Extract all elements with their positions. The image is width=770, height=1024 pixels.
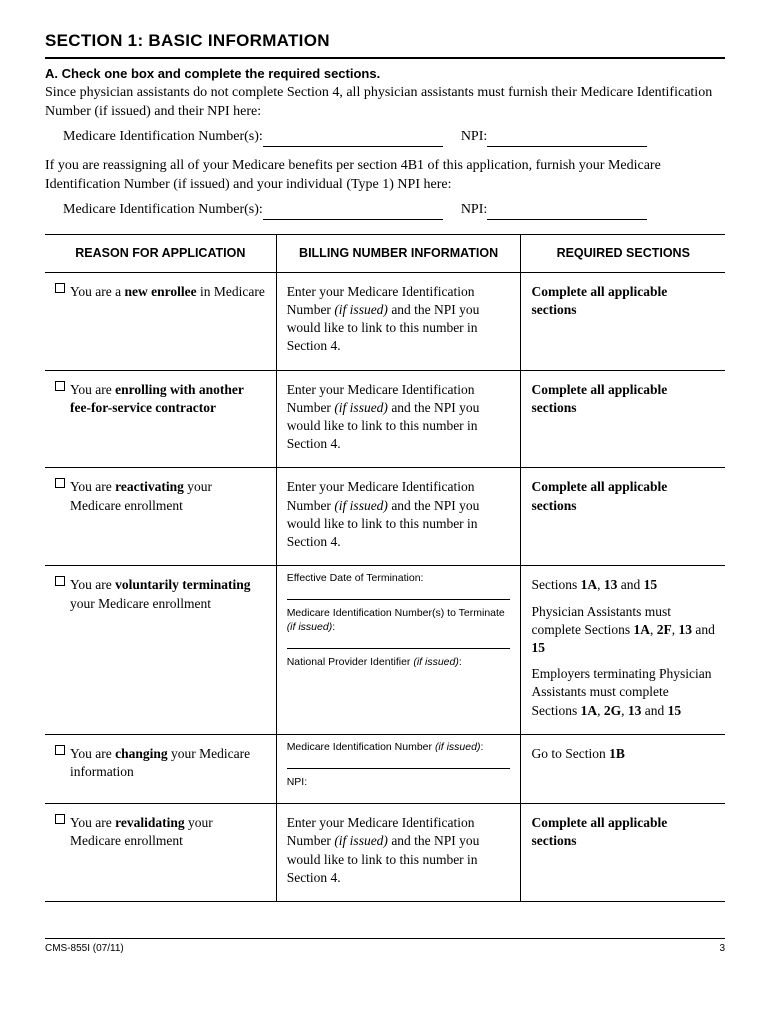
checkbox[interactable] [55, 283, 65, 293]
section-title: SECTION 1: BASIC INFORMATION [45, 30, 725, 59]
table-row: You are voluntarily terminating your Med… [45, 566, 725, 735]
mid-input-2[interactable] [263, 206, 443, 220]
table-row: You are changing your Medicare informati… [45, 734, 725, 803]
paragraph-2: If you are reassigning all of your Medic… [45, 157, 725, 195]
npi-input-1[interactable] [487, 133, 647, 147]
footer-page-number: 3 [719, 942, 725, 956]
npi-label: NPI: [461, 129, 487, 144]
col-header-reason: REASON FOR APPLICATION [45, 234, 276, 272]
npi-input-2[interactable] [487, 206, 647, 220]
reason-text: You are enrolling with another fee-for-s… [70, 381, 266, 417]
billing-text: Enter your Medicare Identification Numbe… [287, 284, 480, 354]
reason-text: You are revalidating your Medicare enrol… [70, 814, 266, 850]
required-text: Complete all applicable sections [521, 468, 725, 566]
field-row-2: Medicare Identification Number(s): NPI: [63, 201, 725, 220]
col-header-required: REQUIRED SECTIONS [521, 234, 725, 272]
reason-text: You are reactivating your Medicare enrol… [70, 478, 266, 514]
checkbox[interactable] [55, 576, 65, 586]
billing-sublabel: Medicare Identification Number (if issue… [287, 741, 511, 754]
application-table: REASON FOR APPLICATION BILLING NUMBER IN… [45, 234, 725, 902]
reason-text: You are changing your Medicare informati… [70, 745, 266, 781]
footer-form-id: CMS-855I (07/11) [45, 942, 124, 956]
billing-sublabel: Effective Date of Termination: [287, 572, 511, 585]
checkbox[interactable] [55, 814, 65, 824]
checkbox[interactable] [55, 381, 65, 391]
intro-paragraph: Since physician assistants do not comple… [45, 84, 725, 122]
page-footer: CMS-855I (07/11) 3 [45, 938, 725, 956]
table-row: You are a new enrollee in Medicare Enter … [45, 272, 725, 370]
mid-label-2: Medicare Identification Number(s): [63, 202, 263, 217]
required-text: Go to Section 1B [521, 734, 725, 803]
billing-sublabel: National Provider Identifier (if issued)… [287, 656, 511, 669]
billing-text: Enter your Medicare Identification Numbe… [287, 382, 480, 452]
billing-text: Enter your Medicare Identification Numbe… [287, 815, 480, 885]
required-text: Complete all applicable sections [521, 370, 725, 468]
npi-label-2: NPI: [461, 202, 487, 217]
reason-text: You are a new enrollee in Medicare [70, 283, 266, 301]
table-row: You are enrolling with another fee-for-s… [45, 370, 725, 468]
field-row-1: Medicare Identification Number(s): NPI: [63, 128, 725, 147]
table-row: You are revalidating your Medicare enrol… [45, 804, 725, 902]
table-row: You are reactivating your Medicare enrol… [45, 468, 725, 566]
checkbox[interactable] [55, 745, 65, 755]
billing-text: Enter your Medicare Identification Numbe… [287, 479, 480, 549]
required-text: Sections 1A, 13 and 15Physician Assistan… [521, 566, 725, 735]
reason-text: You are voluntarily terminating your Med… [70, 576, 266, 612]
required-text: Complete all applicable sections [521, 272, 725, 370]
mid-label: Medicare Identification Number(s): [63, 129, 263, 144]
required-text: Complete all applicable sections [521, 804, 725, 902]
subsection-a-heading: A. Check one box and complete the requir… [45, 65, 725, 83]
col-header-billing: BILLING NUMBER INFORMATION [276, 234, 521, 272]
mid-input-1[interactable] [263, 133, 443, 147]
checkbox[interactable] [55, 478, 65, 488]
billing-sublabel: Medicare Identification Number(s) to Ter… [287, 607, 511, 633]
billing-sublabel: NPI: [287, 776, 511, 789]
